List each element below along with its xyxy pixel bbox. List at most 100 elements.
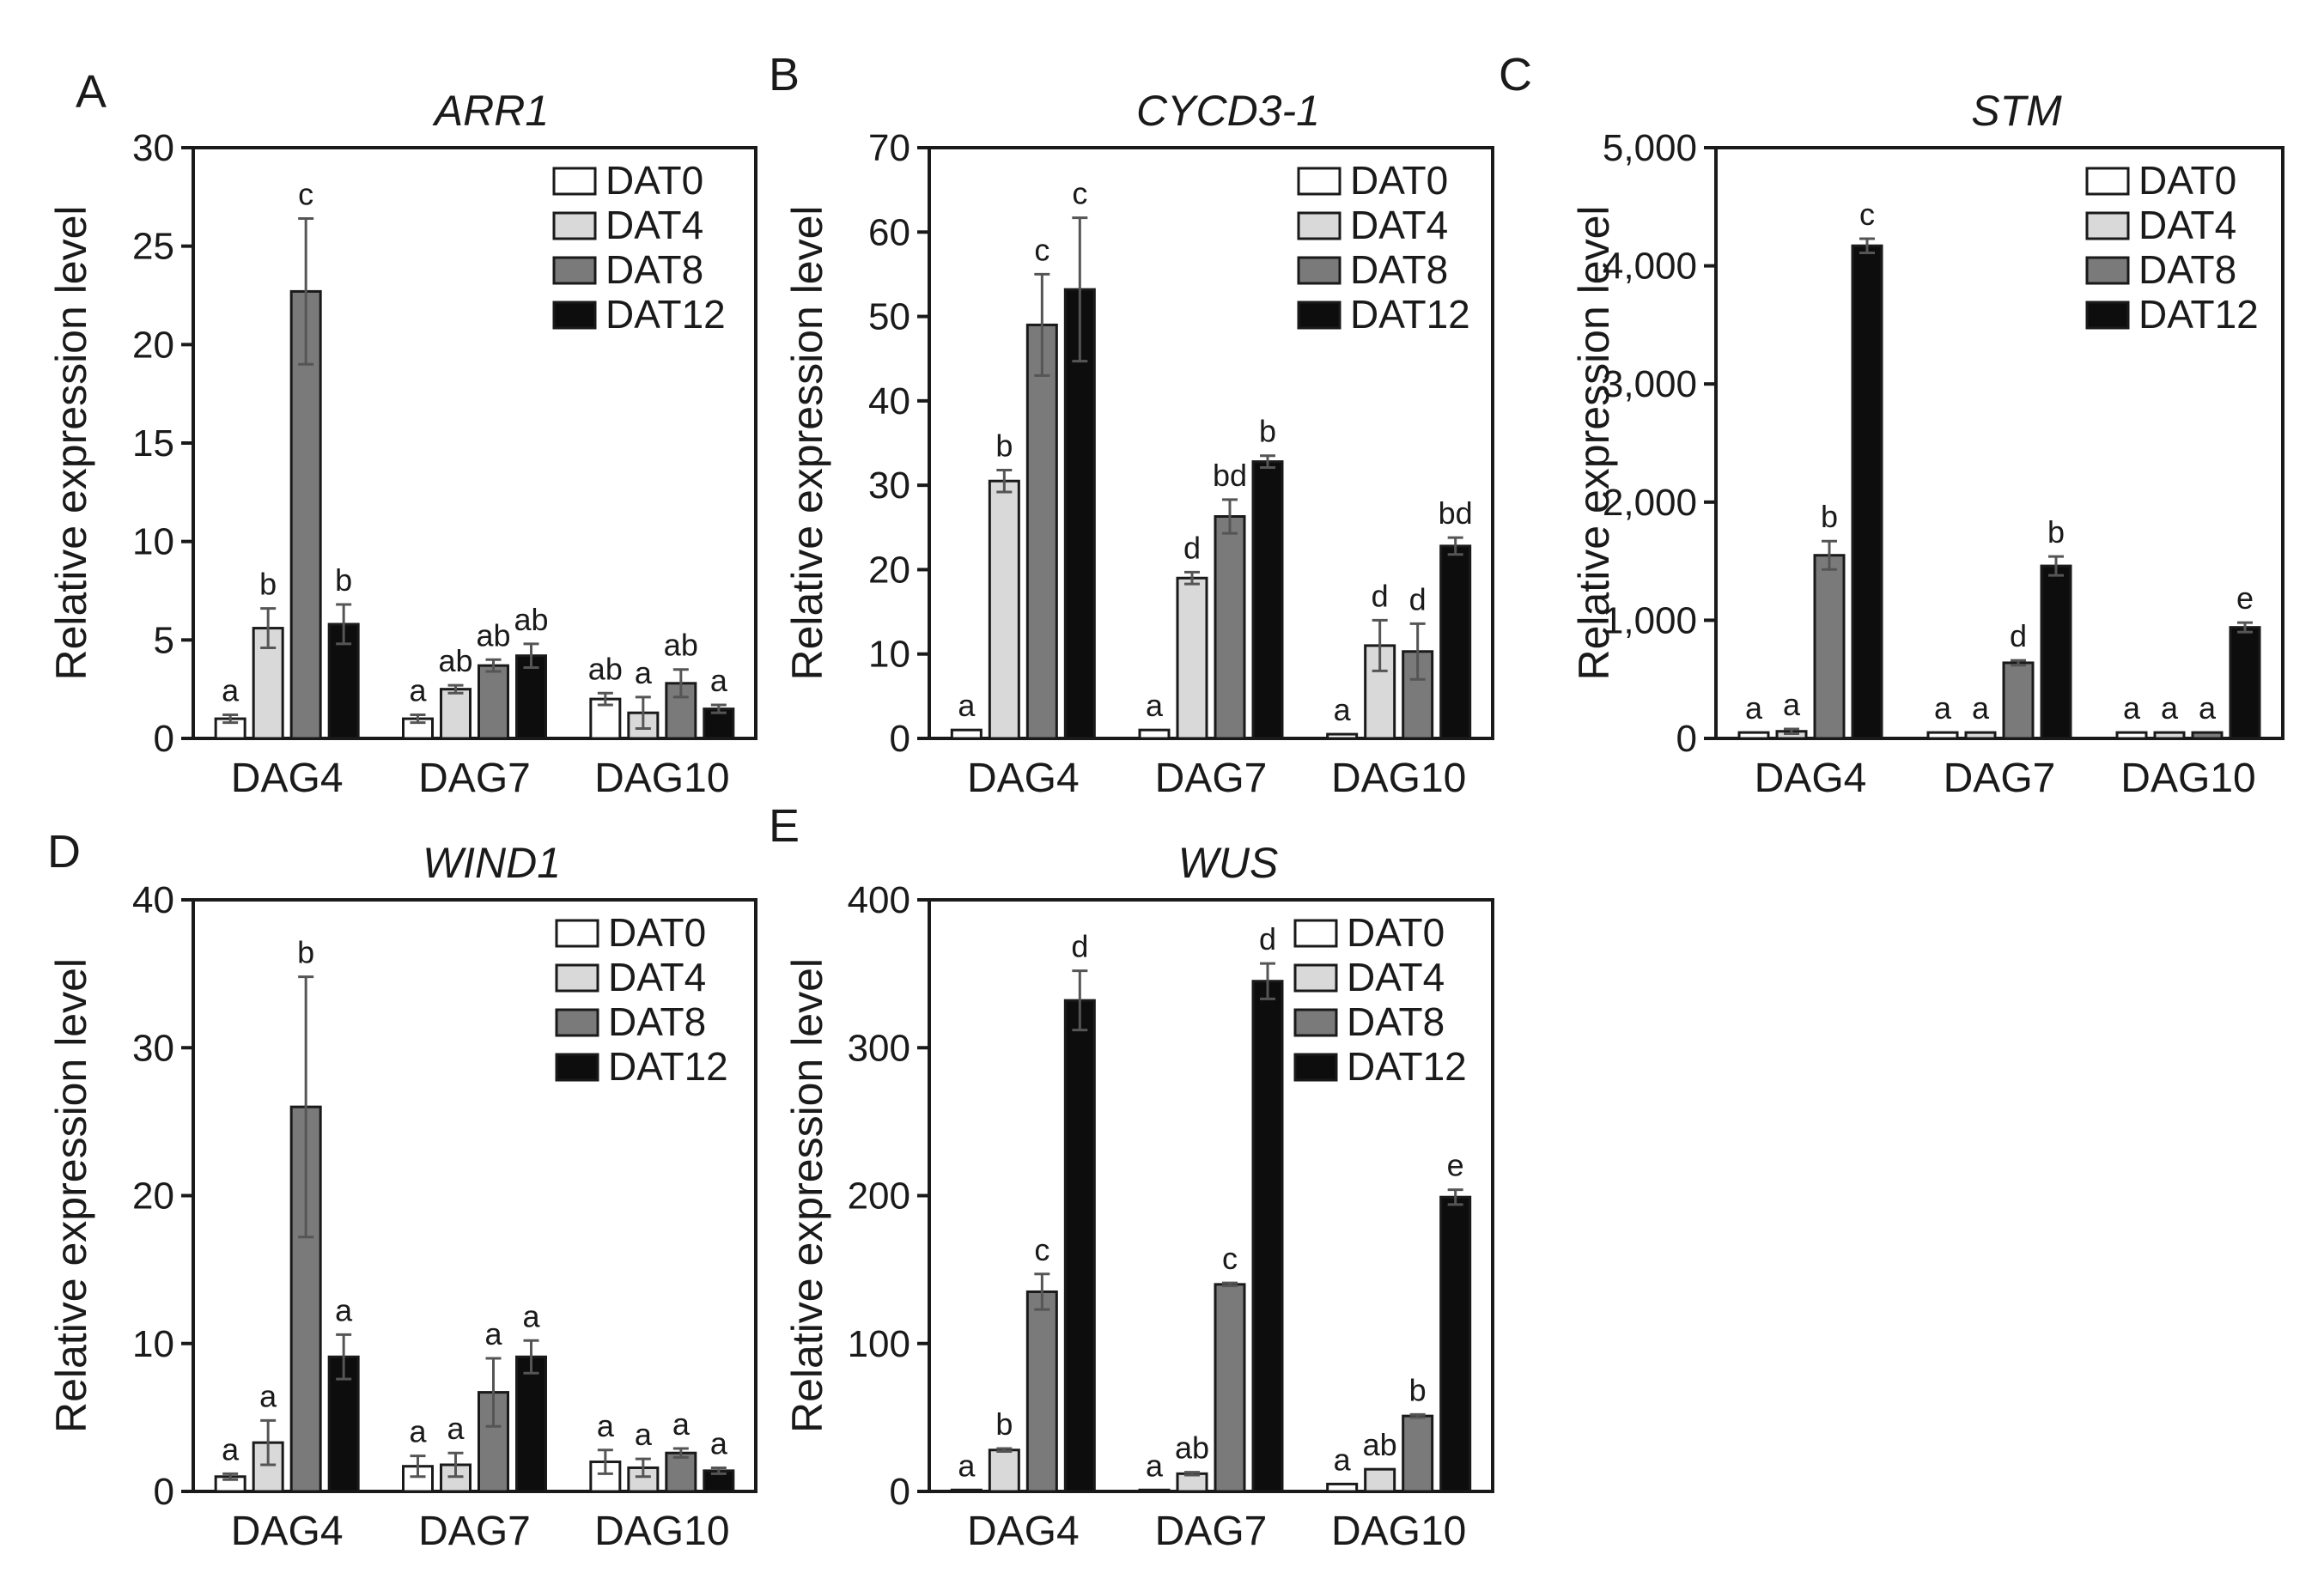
y-tick-label: 0 xyxy=(154,1471,174,1513)
significance-letter: b xyxy=(1821,499,1838,534)
y-tick-label: 40 xyxy=(868,380,910,422)
legend-swatch-dat4 xyxy=(2085,211,2130,240)
legend-swatch-dat8 xyxy=(1297,256,1341,285)
y-tick-label: 4,000 xyxy=(1603,246,1697,288)
significance-letter: a xyxy=(409,1414,427,1449)
x-tick-label: DAG4 xyxy=(231,756,344,801)
significance-letter: b xyxy=(297,935,314,970)
y-tick-label: 5 xyxy=(154,619,174,661)
chart-title: CYCD3-1 xyxy=(1136,87,1320,135)
significance-letter: a xyxy=(1745,690,1763,726)
bar-dat12-dag4 xyxy=(1063,999,1096,1493)
y-tick-label: 30 xyxy=(132,1027,174,1069)
significance-letter: ab xyxy=(514,602,548,637)
significance-letter: b xyxy=(2047,514,2065,550)
legend-label: DAT0 xyxy=(2138,158,2236,203)
legend-swatch-dat12 xyxy=(555,1053,599,1082)
significance-letter: ab xyxy=(1363,1427,1397,1462)
x-tick-label: DAG10 xyxy=(1331,1509,1466,1554)
significance-letter: b xyxy=(259,567,277,602)
x-tick-label: DAG7 xyxy=(1944,756,2056,801)
bar-dat8-dag7 xyxy=(1214,515,1246,740)
bar-dat4-dag7 xyxy=(1964,731,1997,740)
significance-letter: a xyxy=(2123,690,2141,726)
y-tick-label: 70 xyxy=(868,127,910,169)
legend-label: DAT12 xyxy=(1350,292,1470,337)
legend-swatch-dat8 xyxy=(552,256,597,285)
legend-swatch-dat12 xyxy=(1293,1053,1338,1082)
chart-panel-E: E WUS Relative expression level 0 100 200 300 4… xyxy=(769,800,1494,1554)
x-tick-label: DAG4 xyxy=(967,756,1080,801)
y-tick-label: 50 xyxy=(868,296,910,338)
significance-letter: a xyxy=(222,1431,240,1467)
bar-dat0-dag4 xyxy=(1737,731,1770,740)
y-tick-label: 0 xyxy=(1676,718,1697,760)
legend-label: DAT12 xyxy=(2138,292,2259,337)
significance-letter: bd xyxy=(1439,495,1473,531)
significance-letter: a xyxy=(710,1425,728,1461)
legend-swatch-dat4 xyxy=(552,211,597,240)
significance-letter: c xyxy=(1072,176,1087,211)
y-tick-label: 10 xyxy=(132,1323,174,1365)
bar-dat0-dag4 xyxy=(950,1488,983,1493)
chart-title: ARR1 xyxy=(432,87,549,135)
bar-dat12-dag7 xyxy=(1251,980,1284,1493)
legend-swatch-dat0 xyxy=(2085,167,2130,196)
significance-letter: d xyxy=(1409,581,1427,616)
bar-dat4-dag10 xyxy=(1364,644,1396,740)
x-tick-label: DAG7 xyxy=(418,756,531,801)
significance-letter: ab xyxy=(664,628,698,663)
significance-letter: e xyxy=(2236,580,2254,616)
significance-letter: a xyxy=(484,1316,502,1351)
legend-label: DAT8 xyxy=(1350,247,1448,292)
bar-dat0-dag7 xyxy=(1926,731,1959,740)
bar-dat4-dag7 xyxy=(440,688,471,740)
significance-letter: d xyxy=(1183,530,1201,565)
y-axis-label: Relative expression level xyxy=(783,205,831,680)
y-tick-label: 1,000 xyxy=(1603,599,1697,641)
bar-dat4-dag10 xyxy=(1364,1467,1396,1493)
bar-dat12-dag7 xyxy=(2040,564,2072,740)
legend-label: DAT12 xyxy=(608,1044,728,1089)
chart-panel-D: D WIND1 Relative expression level 0 10 20 30 40… xyxy=(47,826,757,1554)
y-tick-label: 0 xyxy=(890,1471,910,1513)
significance-letter: a xyxy=(597,1408,615,1443)
x-tick-label: DAG10 xyxy=(2120,756,2255,801)
x-tick-label: DAG7 xyxy=(1155,756,1268,801)
y-tick-label: 3,000 xyxy=(1603,363,1697,405)
bar-dat12-dag4 xyxy=(1851,244,1883,740)
legend-label: DAT12 xyxy=(1347,1044,1467,1089)
bar-dat8-dag4 xyxy=(1025,323,1058,740)
significance-letter: ab xyxy=(476,617,510,653)
y-tick-label: 20 xyxy=(132,1175,174,1218)
significance-letter: ab xyxy=(588,651,623,686)
panel-letter: A xyxy=(76,66,106,118)
significance-letter: c xyxy=(1222,1241,1238,1276)
bar-dat12-dag10 xyxy=(2229,626,2261,740)
bar-dat0-dag4 xyxy=(950,728,983,740)
legend-label: DAT0 xyxy=(605,158,703,203)
bar-dat4-dag4 xyxy=(988,479,1020,740)
y-tick-label: 10 xyxy=(132,521,174,563)
y-axis-label: Relative expression level xyxy=(47,958,95,1433)
plot-frame xyxy=(1714,146,2284,740)
significance-letter: a xyxy=(522,1298,540,1333)
legend-swatch-dat4 xyxy=(555,963,599,993)
legend-swatch-dat12 xyxy=(2085,301,2130,330)
y-tick-label: 40 xyxy=(132,879,174,921)
significance-letter: a xyxy=(635,655,653,690)
y-axis-label: Relative expression level xyxy=(47,205,95,680)
legend-label: DAT8 xyxy=(608,999,706,1044)
significance-letter: a xyxy=(635,1417,653,1452)
legend-swatch-dat4 xyxy=(1293,963,1338,993)
x-tick-label: DAG10 xyxy=(594,1509,729,1554)
legend-label: DAT4 xyxy=(1350,203,1448,247)
bar-dat8-dag4 xyxy=(289,289,322,740)
significance-letter: a xyxy=(958,1448,976,1483)
significance-letter: d xyxy=(1259,921,1276,957)
y-tick-label: 25 xyxy=(132,226,174,268)
legend-label: DAT4 xyxy=(2138,203,2236,247)
